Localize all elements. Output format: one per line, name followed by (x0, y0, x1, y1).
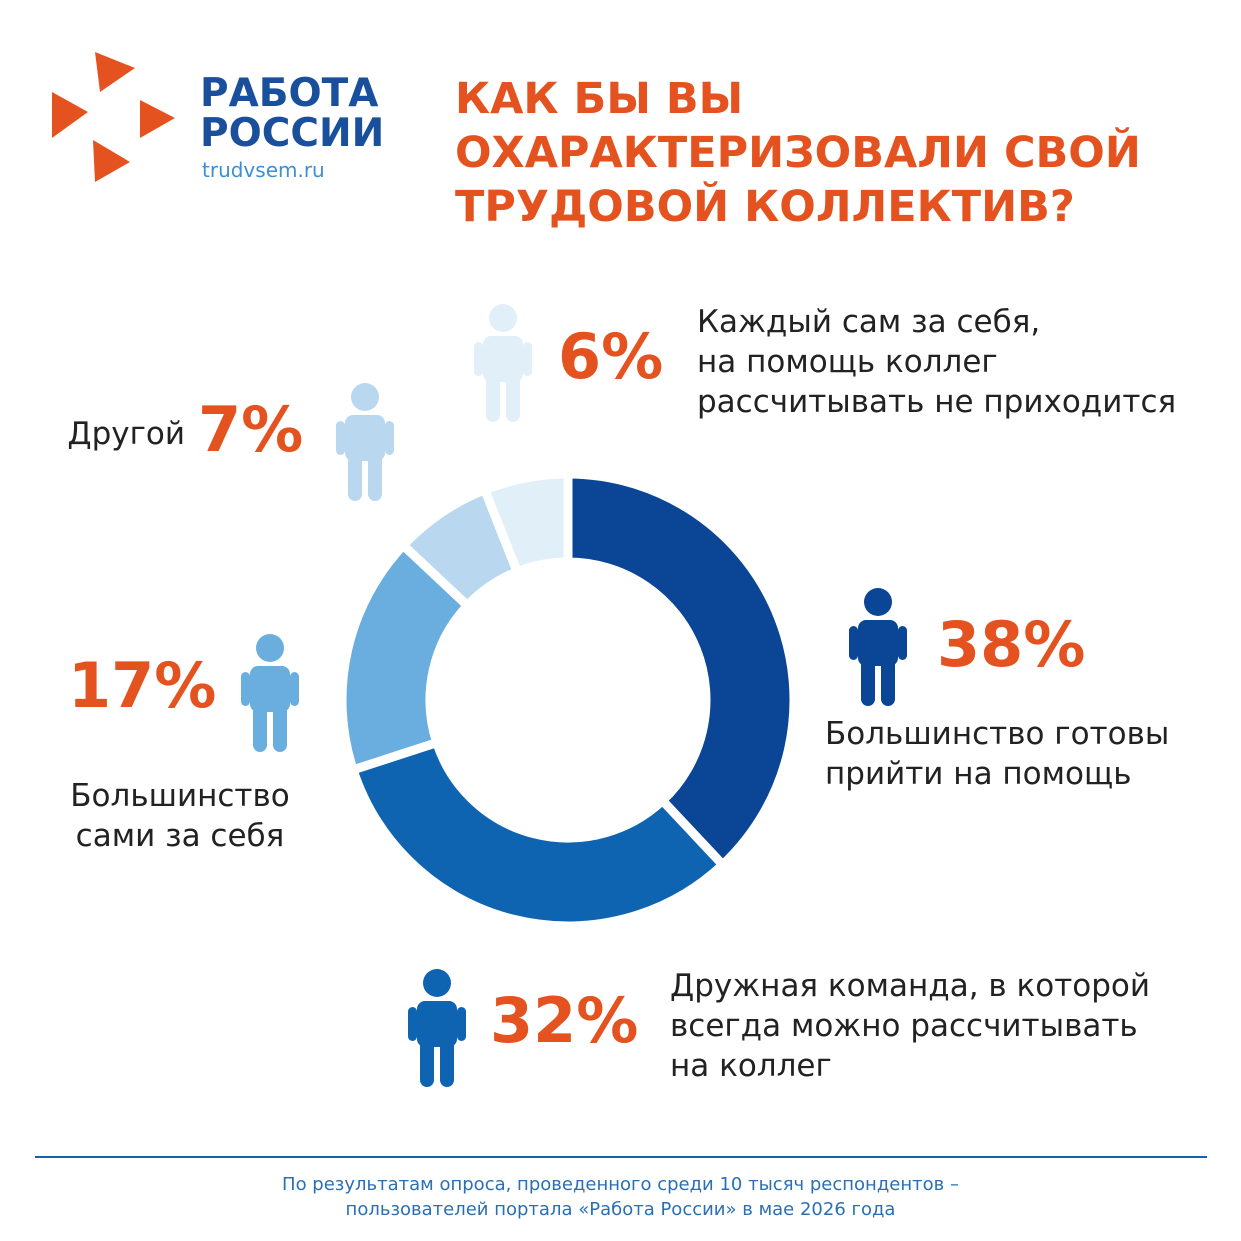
person-icon (241, 634, 299, 752)
icon-head (864, 588, 892, 616)
icon-body (250, 666, 290, 712)
icon-leg (348, 451, 362, 501)
icon-arm (474, 342, 483, 376)
logo-name: РАБОТА РОССИИ (200, 71, 385, 156)
icon-arm (849, 626, 858, 660)
donut-segment (563, 469, 799, 872)
person-icon (408, 969, 466, 1087)
icon-body (417, 1001, 457, 1047)
icon-arm (336, 421, 345, 455)
category-label: Большинство готовы прийти на помощь (825, 716, 1170, 792)
icon-head (489, 304, 517, 332)
icon-leg (440, 1037, 454, 1087)
icon-head (423, 969, 451, 997)
category-label: Дружная команда, в которой всегда можно … (670, 968, 1151, 1084)
icon-arm (241, 672, 250, 706)
icon-leg (368, 451, 382, 501)
icon-body (858, 620, 898, 666)
category-label: Каждый сам за себя, на помощь коллег рас… (697, 304, 1177, 420)
chart-title: КАК БЫ ВЫ ОХАРАКТЕРИЗОВАЛИ СВОЙ ТРУДОВОЙ… (455, 74, 1141, 232)
value-label: 6% (558, 320, 664, 393)
value-label: 7% (198, 393, 304, 466)
icon-arm (408, 1007, 417, 1041)
icon-body (483, 336, 523, 382)
icon-arm (523, 342, 532, 376)
donut-segment (347, 736, 730, 931)
icon-leg (881, 656, 895, 706)
icon-arm (898, 626, 907, 660)
icon-arm (385, 421, 394, 455)
icon-body (345, 415, 385, 461)
icon-leg (861, 656, 875, 706)
person-icon (336, 383, 394, 501)
icon-leg (486, 372, 500, 422)
person-icon (849, 588, 907, 706)
icon-leg (273, 702, 287, 752)
icon-leg (253, 702, 267, 752)
value-label: 32% (490, 984, 639, 1057)
value-label: 17% (68, 649, 217, 722)
donut-segment (478, 469, 573, 578)
category-label: Большинство сами за себя (70, 778, 290, 854)
category-label: Другой (67, 416, 185, 452)
icon-arm (290, 672, 299, 706)
icon-head (351, 383, 379, 411)
value-label: 38% (937, 608, 1086, 681)
person-icon (474, 304, 532, 422)
logo-mark (52, 52, 175, 182)
logo-site: trudvsem.ru (202, 158, 325, 182)
footer-note: По результатам опроса, проведенного сред… (282, 1174, 959, 1220)
icon-leg (420, 1037, 434, 1087)
icon-head (256, 634, 284, 662)
icon-arm (457, 1007, 466, 1041)
icon-leg (506, 372, 520, 422)
